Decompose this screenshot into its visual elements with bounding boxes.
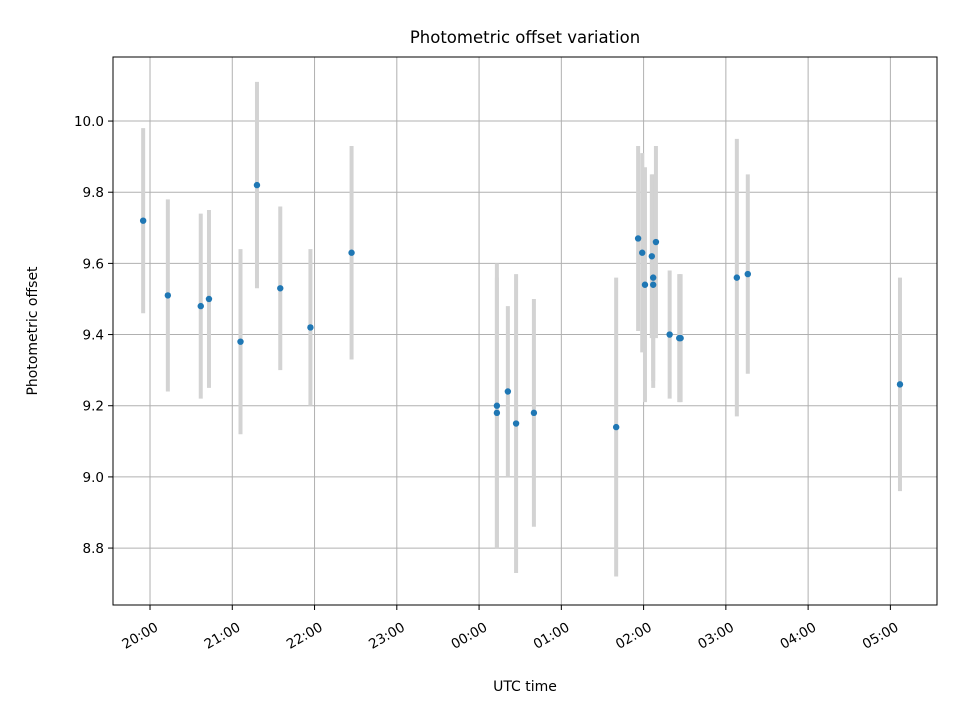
data-point bbox=[237, 338, 244, 345]
chart-title: Photometric offset variation bbox=[410, 28, 640, 47]
y-tick-label: 10.0 bbox=[74, 114, 104, 130]
data-point bbox=[744, 270, 751, 278]
data-point bbox=[634, 235, 642, 242]
data-point bbox=[649, 274, 657, 281]
data-point bbox=[164, 292, 172, 299]
marker-layer bbox=[139, 181, 904, 431]
data-point bbox=[504, 388, 512, 395]
y-tick-label: 9.4 bbox=[83, 328, 104, 344]
data-point bbox=[677, 334, 684, 342]
data-point bbox=[493, 409, 501, 417]
data-point bbox=[493, 402, 501, 409]
y-tick-label: 9.6 bbox=[83, 256, 104, 272]
data-point bbox=[139, 217, 147, 224]
y-axis-label: Photometric offset bbox=[25, 266, 41, 396]
y-tick-label: 8.8 bbox=[83, 541, 104, 557]
data-point bbox=[512, 420, 520, 427]
x-axis-label: UTC time bbox=[493, 679, 557, 695]
data-point bbox=[348, 249, 355, 256]
y-tick-label: 9.2 bbox=[83, 399, 104, 415]
data-point bbox=[277, 285, 284, 292]
grid-layer bbox=[113, 57, 937, 605]
data-point bbox=[530, 409, 538, 417]
data-point bbox=[197, 302, 204, 310]
data-point bbox=[612, 423, 620, 431]
data-point bbox=[253, 181, 261, 189]
y-tick-label: 9.0 bbox=[83, 470, 104, 486]
data-point bbox=[205, 295, 213, 303]
data-point bbox=[648, 253, 656, 260]
data-point bbox=[641, 281, 649, 288]
data-point bbox=[307, 324, 314, 331]
data-point bbox=[652, 238, 660, 246]
data-point bbox=[649, 281, 657, 288]
data-point bbox=[666, 331, 673, 338]
data-point bbox=[896, 381, 904, 388]
y-tick-label: 9.8 bbox=[83, 185, 104, 201]
plot-frame bbox=[112, 56, 938, 606]
data-point bbox=[733, 274, 741, 281]
data-point bbox=[639, 249, 646, 256]
